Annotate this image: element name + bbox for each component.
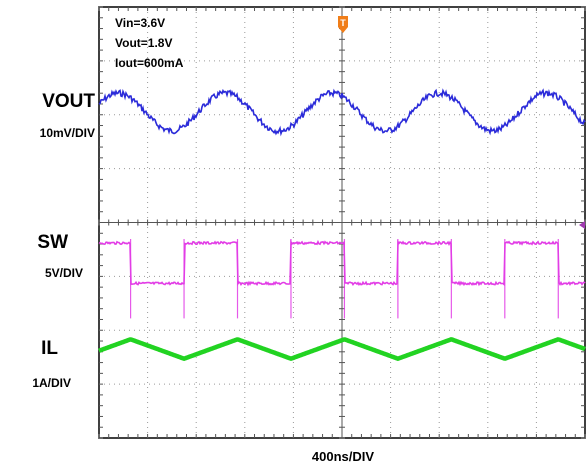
trace-vout [98, 88, 586, 137]
channel-scale-vout: 10mV/DIV [40, 126, 95, 140]
sw-channel-marker [579, 221, 585, 229]
channel-label-sw: SW [37, 232, 68, 253]
trigger-marker: T [338, 16, 348, 33]
grid [98, 6, 586, 439]
trigger-marker-label: T [340, 18, 346, 28]
trace-sw [98, 239, 586, 287]
channel-scale-sw: 5V/DIV [45, 266, 83, 280]
channel-label-il: IL [41, 338, 58, 359]
annotation-iout: Iout=600mA [115, 56, 184, 70]
traces [97, 88, 587, 361]
annotation-vout: Vout=1.8V [115, 36, 172, 50]
trace-il [97, 337, 587, 361]
channel-scale-il: 1A/DIV [32, 376, 71, 390]
x-axis-label: 400ns/DIV [312, 449, 374, 464]
annotation-vin: Vin=3.6V [115, 16, 165, 30]
channel-label-vout: VOUT [42, 91, 95, 112]
